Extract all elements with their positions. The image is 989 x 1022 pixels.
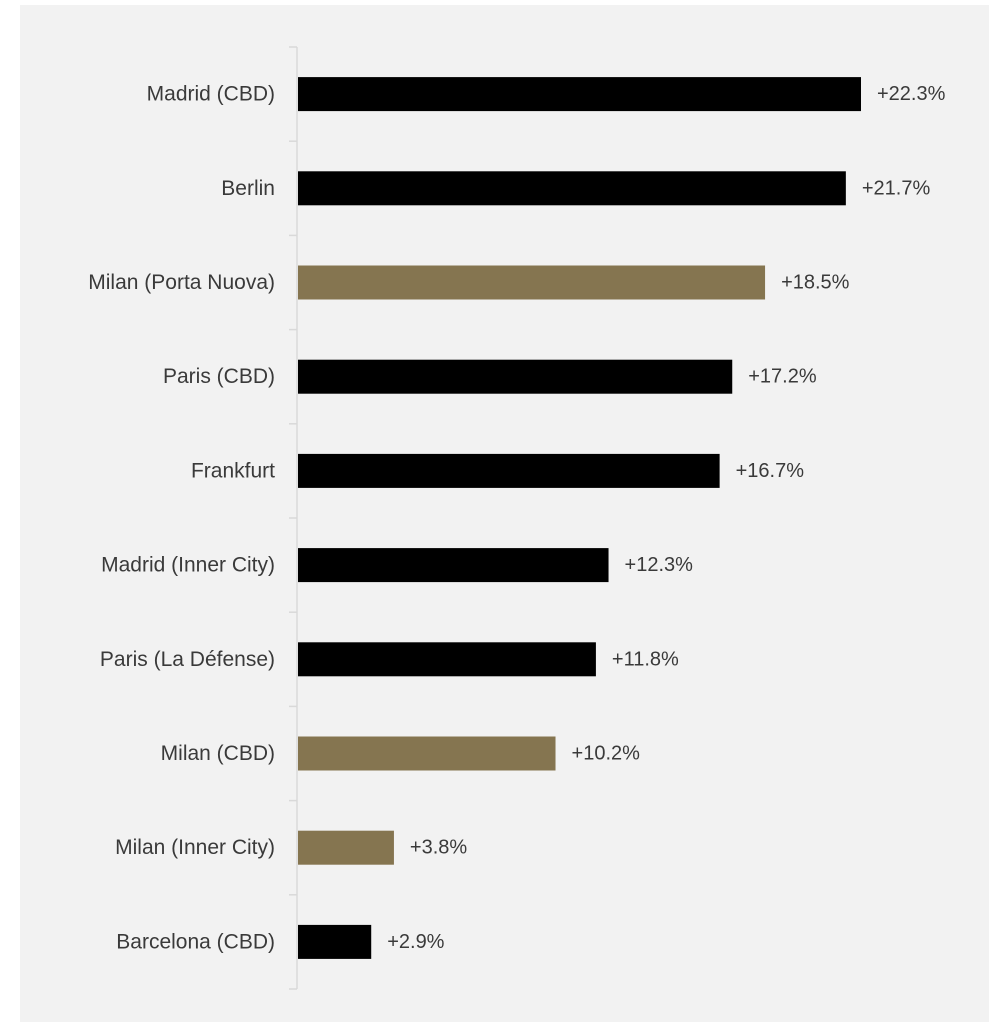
bar	[298, 453, 720, 488]
bar	[298, 830, 394, 865]
category-label: Milan (Inner City)	[115, 836, 275, 859]
category-label: Berlin	[221, 177, 275, 200]
category-label: Paris (CBD)	[163, 365, 275, 388]
category-label: Madrid (Inner City)	[101, 554, 275, 577]
bar	[298, 265, 766, 300]
bar	[298, 924, 372, 959]
value-label: +10.2%	[572, 743, 641, 765]
category-label: Barcelona (CBD)	[116, 930, 275, 953]
value-label: +12.3%	[625, 554, 694, 576]
category-label: Milan (CBD)	[161, 742, 275, 765]
value-label: +16.7%	[736, 460, 805, 482]
value-label: +22.3%	[877, 83, 946, 105]
bar	[298, 359, 733, 394]
value-label: +11.8%	[612, 648, 679, 670]
value-label: +2.9%	[387, 931, 444, 953]
value-label: +18.5%	[781, 272, 850, 294]
category-label: Frankfurt	[191, 459, 275, 482]
value-label: +17.2%	[748, 366, 817, 388]
bar	[298, 736, 556, 771]
category-label: Milan (Porta Nuova)	[88, 271, 275, 294]
value-label: +21.7%	[862, 177, 931, 199]
category-label: Paris (La Défense)	[100, 648, 275, 671]
bar	[298, 642, 596, 677]
bar	[298, 171, 846, 206]
category-label: Madrid (CBD)	[147, 83, 275, 106]
bar	[298, 548, 609, 583]
bar	[298, 77, 861, 112]
value-label: +3.8%	[410, 837, 467, 859]
